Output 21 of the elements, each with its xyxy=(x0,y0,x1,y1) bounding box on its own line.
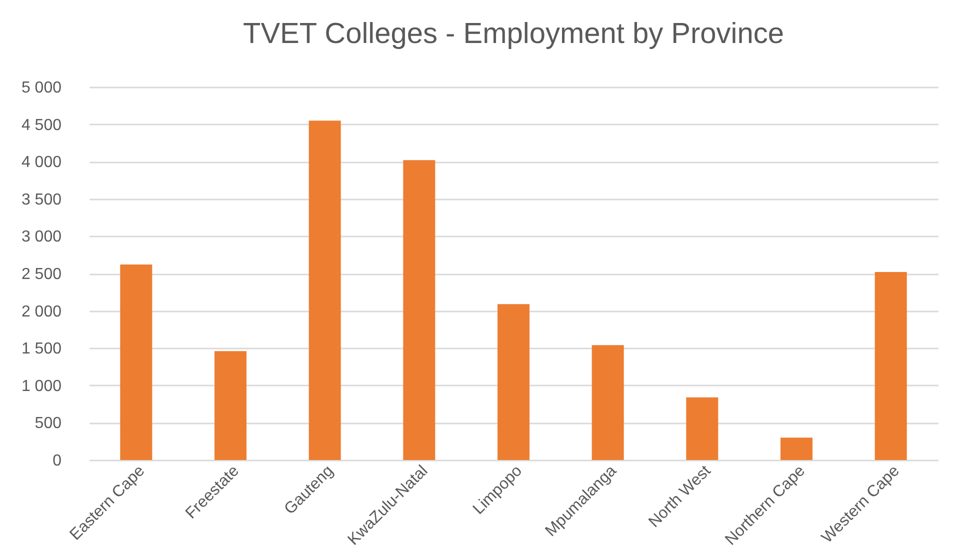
y-tick-label: 5 000 xyxy=(21,80,62,96)
y-tick-label: 1 000 xyxy=(21,378,62,395)
bar xyxy=(214,351,246,460)
y-tick-label: 3 500 xyxy=(21,191,62,208)
y-tick-label: 500 xyxy=(34,415,62,432)
bar xyxy=(120,264,152,460)
chart-title: TVET Colleges - Employment by Province xyxy=(242,18,784,50)
y-tick-label: 4 500 xyxy=(21,116,62,134)
y-tick-label: 2 000 xyxy=(21,303,62,320)
bar xyxy=(686,397,718,460)
y-tick-label: 3 000 xyxy=(21,228,62,246)
y-tick-label: 4 000 xyxy=(21,154,62,172)
bar xyxy=(592,345,624,460)
y-tick-label: 0 xyxy=(52,452,62,470)
y-tick-label: 1 500 xyxy=(21,340,62,358)
bar xyxy=(498,304,530,460)
y-tick-label: 2 500 xyxy=(21,266,62,283)
bar xyxy=(403,160,436,460)
bar xyxy=(780,438,812,460)
bar xyxy=(874,272,907,460)
bar xyxy=(308,120,341,460)
